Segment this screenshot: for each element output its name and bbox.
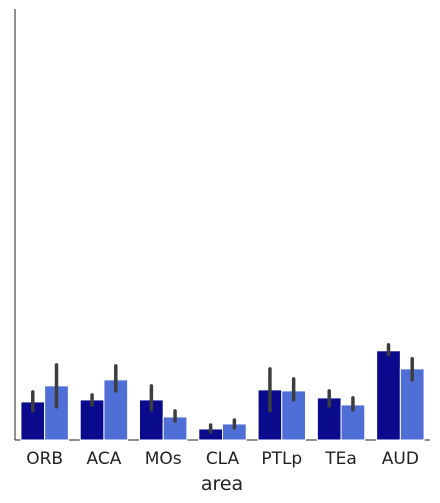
x-tick-label-cla: CLA	[206, 449, 240, 469]
error-bars-group	[31, 343, 414, 434]
x-axis-label: area	[201, 473, 243, 495]
x-tick-label-aud: AUD	[382, 449, 419, 469]
x-tick-label-orb: ORB	[26, 449, 63, 469]
x-tick-label-aca: ACA	[87, 449, 122, 469]
bars-group	[20, 350, 425, 441]
x-tick-labels: ORB ACA MOs CLA PTLp TEa AUD	[26, 449, 419, 469]
x-tick-label-ptlp: PTLp	[261, 449, 302, 469]
x-tick-label-mos: MOs	[145, 449, 182, 469]
x-tick-label-tea: TEa	[324, 449, 357, 469]
bar-aud-1	[376, 350, 401, 441]
